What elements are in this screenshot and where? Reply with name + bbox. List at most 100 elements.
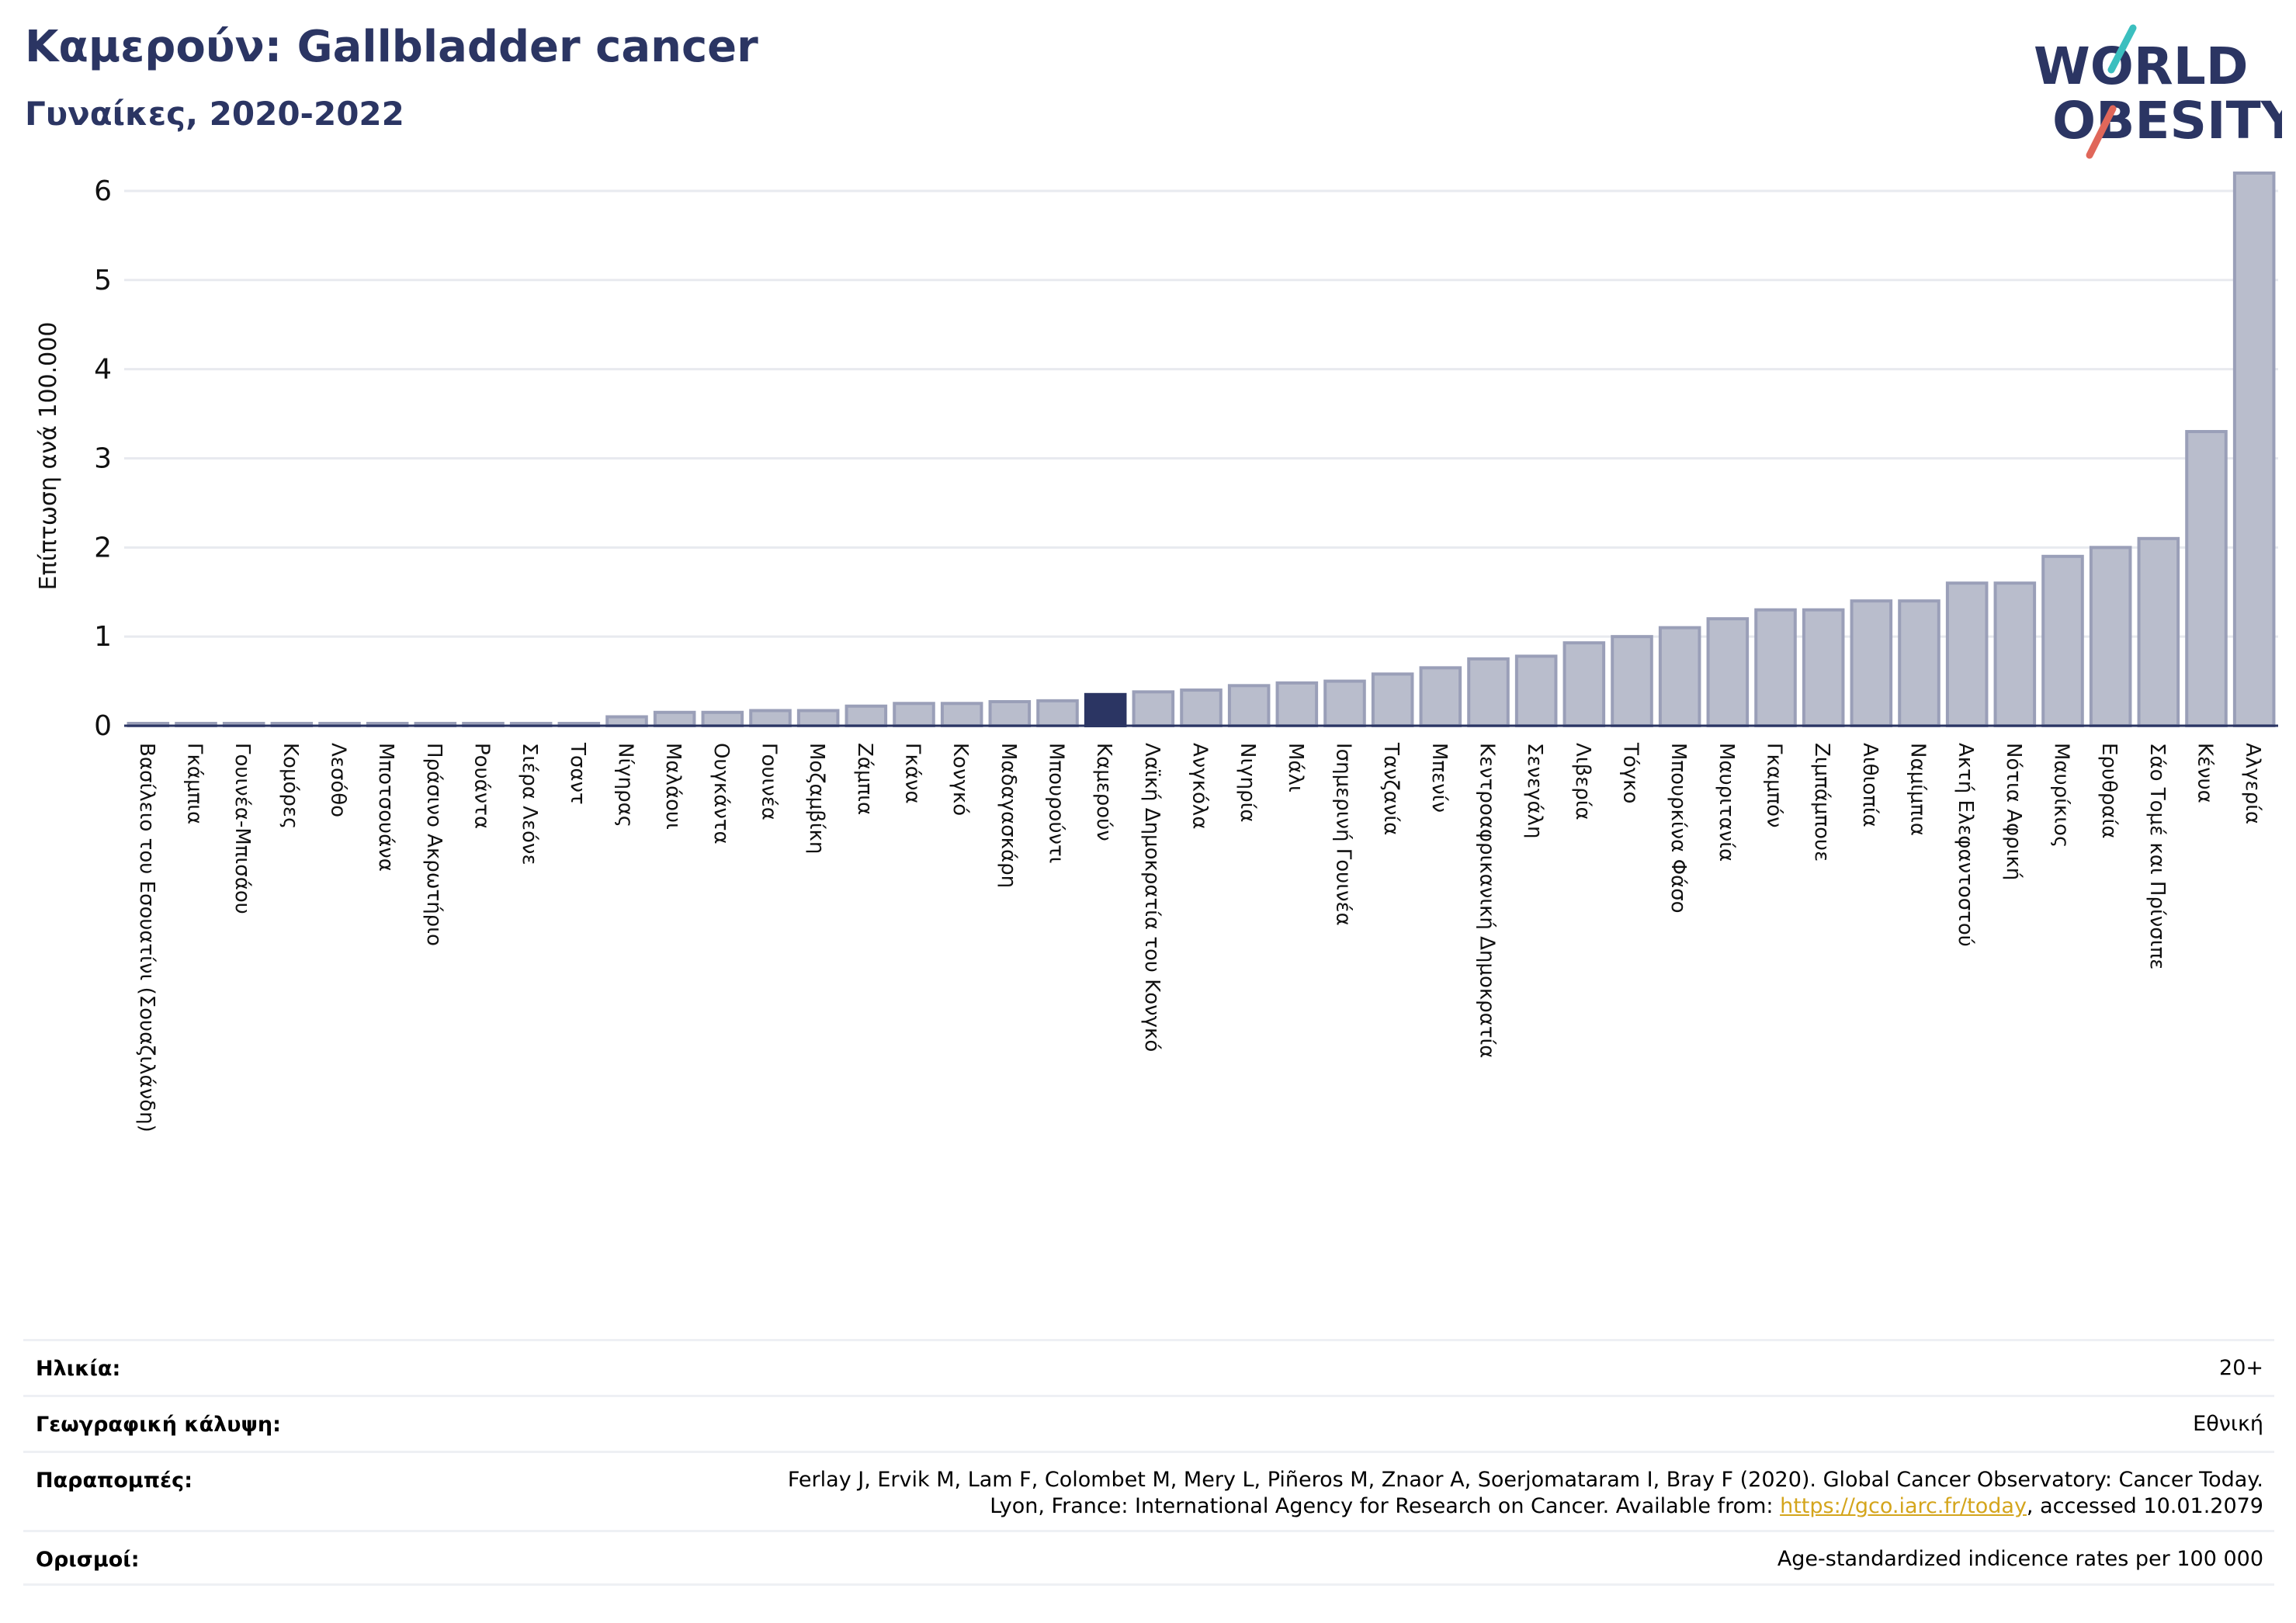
bar [1945,581,1989,727]
logo-slash-red [2086,105,2117,159]
bar [1371,672,1414,727]
meta-row-coverage: Γεωγραφική κάλυψη: Εθνική [23,1395,2274,1451]
y-tick-label: 6 [94,175,112,207]
x-tick-label: Μαδαγασκάρη [997,743,1020,888]
references-value: Ferlay J, Ervik M, Lam F, Colombet M, Me… [788,1467,2263,1520]
x-tick-label: Λεσόθο [327,743,350,817]
bar [749,709,792,727]
y-tick-label: 5 [94,265,112,297]
x-tick-label: Τόγκο [1619,742,1642,803]
x-tick-label: Σάο Τομέ και Πρίνσιπε [2145,743,2169,969]
y-axis-label: Επίπτωση ανά 100.000 [35,322,62,591]
y-tick-label: 3 [94,442,112,474]
bar [1993,581,2037,727]
bar [845,704,888,727]
x-tick-label: Νότια Αφρική [2002,743,2025,880]
x-tick-label: Γκάμπια [183,743,206,824]
x-tick-label: Ζιμπάμπουε [1810,743,1833,862]
x-tick-label: Γουινέα [758,743,781,820]
age-value: 20+ [2219,1356,2263,1380]
x-tick-label: Κένυα [2194,743,2217,803]
x-tick-label: Αιθιοπία [1858,743,1882,827]
x-tick-label: Σιέρα Λεόνε [518,743,541,865]
x-tick-label: Ρουάντα [470,743,494,829]
page-title: Καμερούν: Gallbladder cancer [25,22,758,72]
x-tick-label: Ερυθραία [2097,743,2121,838]
x-tick-label: Κομόρες [279,743,302,829]
y-tick-label: 0 [94,710,112,742]
y-tick-label: 4 [94,354,112,386]
x-tick-label: Τσαντ [566,742,589,805]
x-tick-label: Νιγηρία [1236,743,1259,823]
x-tick-label: Λιβερία [1571,743,1594,820]
x-tick-label: Βασίλειο του Εσουατίνι (Σουαζιλάνδη) [135,743,158,1132]
x-tick-label: Μαυρίκιος [2050,743,2073,848]
x-tick-label: Μποτσουάνα [374,743,397,872]
bar [2089,546,2132,727]
bar [653,710,696,727]
bar [1275,681,1319,727]
age-label: Ηλικία: [36,1357,121,1381]
x-tick-label: Ναμίμπια [1906,743,1930,836]
x-tick-label: Αλγερία [2241,743,2264,824]
x-tick-label: Μπουρκίνα Φάσο [1667,743,1690,914]
x-tick-label: Ζάμπια [853,743,876,815]
references-line2-prefix: Lyon, France: International Agency for R… [990,1494,1781,1518]
x-tick-label: Ακτή Ελεφαντοστού [1954,743,1977,947]
bar [1323,679,1366,727]
x-tick-label: Μαυριτανία [1715,743,1738,862]
x-tick-label: Κονγκό [949,743,972,816]
bar [988,699,1032,727]
x-tick-label: Λαϊκή Δημοκρατία του Κονγκό [1140,743,1164,1052]
references-line2-suffix: , accessed 10.01.2079 [2026,1494,2263,1518]
x-tick-label: Σενεγάλη [1523,743,1546,838]
bar [2041,554,2084,727]
bar [893,702,935,727]
bar [1611,635,1653,727]
references-link[interactable]: https://gco.iarc.fr/today [1780,1494,2027,1518]
x-tick-label: Μπουρούντι [1045,743,1068,863]
definitions-value: Age-standardized indicence rates per 100… [1777,1547,2263,1571]
logo-slash-teal [2107,24,2137,74]
bar-chart: 0 1 2 3 4 5 6 Επίπτωση ανά 100.000 Βασίλειο του … [35,171,2278,1132]
x-tick-label: Νίγηρας [614,743,637,827]
bar [1802,608,1845,727]
bar [1036,699,1079,727]
bar [2137,536,2180,727]
x-tick-label: Γουινέα-Μπισάου [231,743,254,914]
bar [1754,608,1797,727]
x-tick-label: Ουγκάντα [709,743,733,844]
y-tick-label: 2 [94,532,112,564]
bar [1658,626,1701,727]
x-tick-label: Τανζανία [1379,742,1403,835]
metadata-table: Ηλικία: 20+ Γεωγραφική κάλυψη: Εθνική Πα… [23,1339,2274,1586]
logo-text-world: WORLD [2034,36,2249,96]
meta-row-definitions: Ορισμοί: Age-standardized indicence rate… [23,1530,2274,1586]
x-tick-label: Γκαμπόν [1763,743,1786,828]
references-line1: Ferlay J, Ervik M, Lam F, Colombet M, Me… [787,1468,2263,1492]
x-tick-label: Μοζαμβίκη [805,743,828,854]
x-tick-label: Γκάνα [901,743,924,804]
definitions-label: Ορισμοί: [36,1548,140,1572]
coverage-label: Γεωγραφική κάλυψη: [36,1413,281,1437]
y-tick-label: 1 [94,621,112,653]
bar [796,709,840,727]
page-subtitle: Γυναίκες, 2020-2022 [25,95,404,133]
references-label: Παραπομπές: [36,1469,192,1493]
x-tick-label: Κεντροαφρικανική Δημοκρατία [1476,743,1499,1058]
bar [1180,688,1223,727]
coverage-value: Εθνική [2193,1412,2263,1436]
bar-highlighted [1084,692,1127,727]
x-tick-label: Μπενίν [1427,743,1451,813]
bar [1706,617,1750,727]
logo-text-obesity: OBESITY [2052,91,2282,151]
x-tick-label: Ισημερινή Γουινέα [1332,743,1355,926]
x-tick-label: Μαλάουι [661,743,685,830]
x-tick-label: Ανγκόλα [1188,743,1212,829]
bar [940,702,983,727]
bar [1419,666,1462,727]
meta-row-age: Ηλικία: 20+ [23,1339,2274,1395]
bar [1850,599,1893,727]
bar [605,715,648,727]
world-obesity-logo: WORLD OBESITY [2034,24,2282,159]
